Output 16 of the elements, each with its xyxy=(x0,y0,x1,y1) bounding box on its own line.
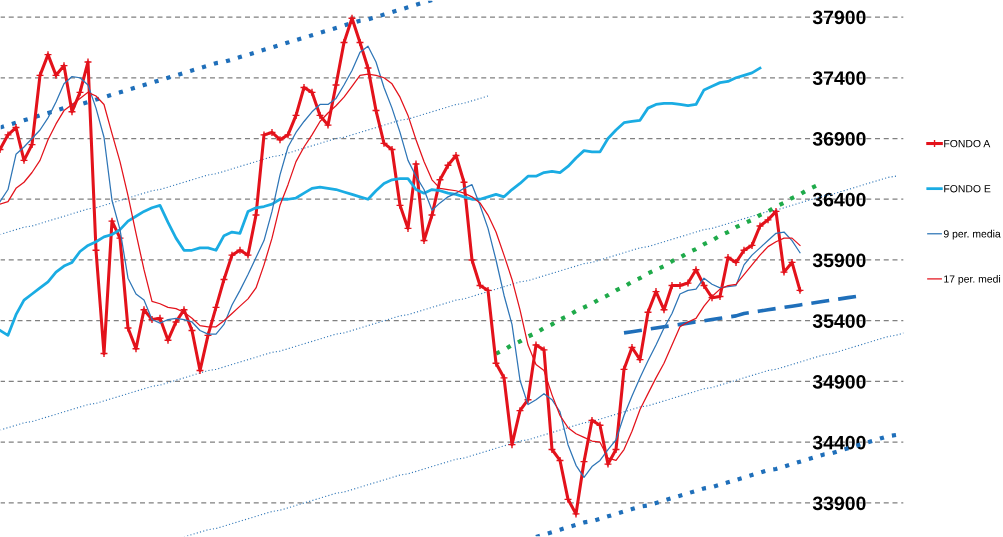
legend-label: FONDO E xyxy=(944,185,991,193)
line-series xyxy=(533,432,899,537)
legend-label: FONDO A xyxy=(944,139,991,148)
y-tick-label: 36400 xyxy=(812,192,866,207)
y-tick-label: 35900 xyxy=(812,253,866,268)
legend-label: 17 per. medi xyxy=(944,275,1001,285)
line-series xyxy=(0,66,762,337)
line-series xyxy=(0,0,435,130)
y-tick-label: 37400 xyxy=(812,71,866,86)
y-tick-label: 34400 xyxy=(812,435,866,450)
y-tick-label: 33900 xyxy=(812,496,866,511)
y-tick-label: 36900 xyxy=(812,131,866,146)
legend-label: 9 per. media xyxy=(943,229,1001,240)
y-tick-label: 35400 xyxy=(812,314,866,329)
y-tick-label: 37900 xyxy=(812,10,866,25)
y-tick-label: 34900 xyxy=(812,374,866,389)
